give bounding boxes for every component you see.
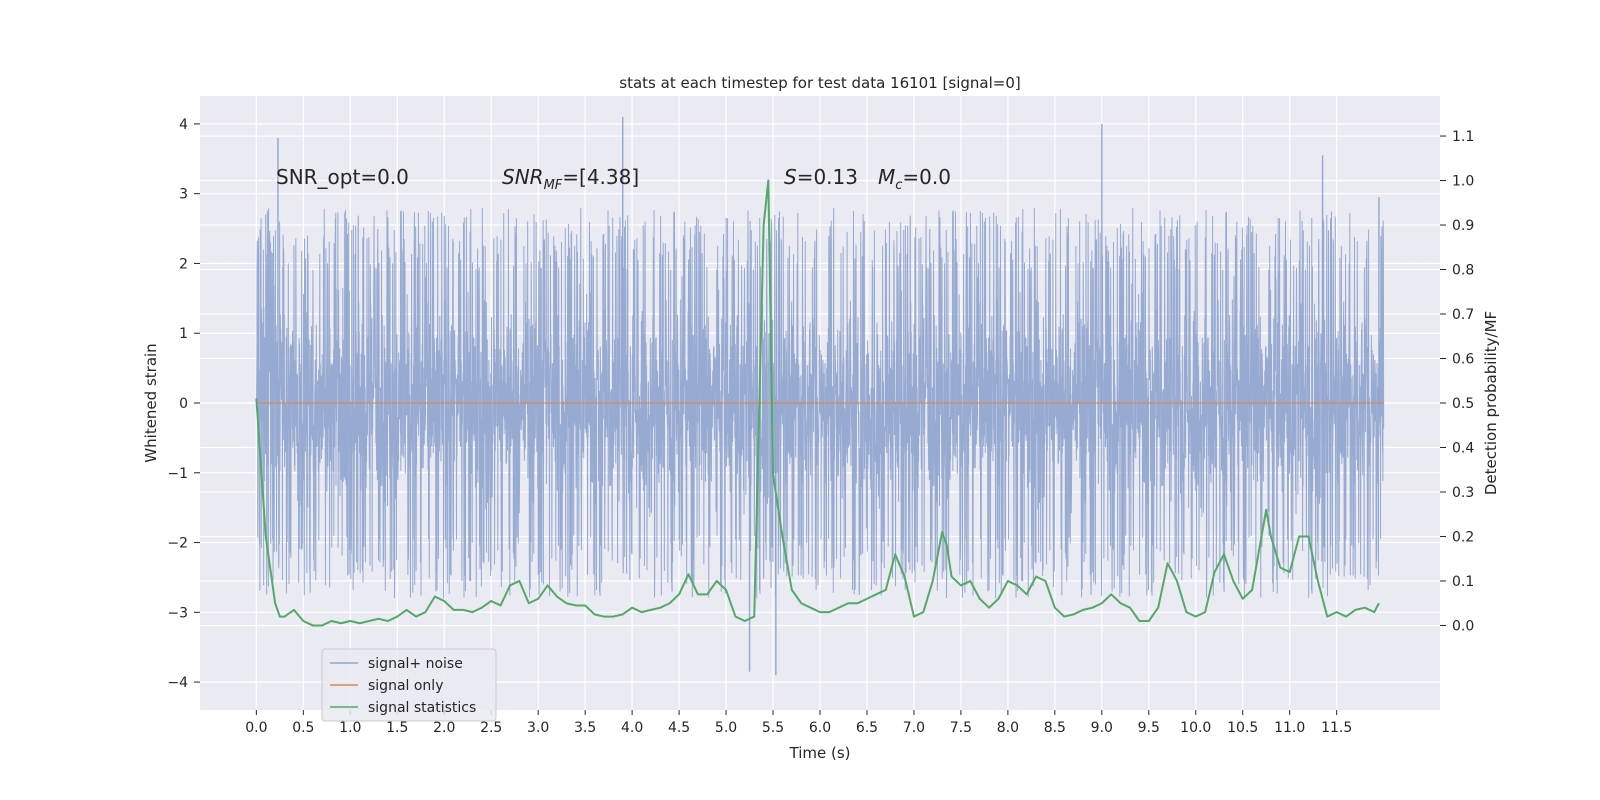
signal-noise-series <box>255 116 1385 676</box>
annotation-mc-subscript: c <box>895 178 902 193</box>
x-tick-label: 7.5 <box>950 720 972 736</box>
chart-title: stats at each timestep for test data 161… <box>619 74 1020 92</box>
x-tick-label: 11.0 <box>1274 720 1305 736</box>
x-tick-label: 4.5 <box>668 720 690 736</box>
annotation-s: S=0.13 <box>784 165 858 189</box>
y-right-axis-ticks: 0.0 0.1 0.2 0.3 0.4 0.5 0.6 0.7 0.8 0.9 1.0 1.1 <box>1440 129 1474 634</box>
y-right-axis-label: Detection probability/MF <box>1482 311 1500 495</box>
legend: signal+ noise signal only signal statist… <box>321 648 497 722</box>
signal-statistics-series <box>255 179 1380 627</box>
x-tick-label: 1.5 <box>386 720 408 736</box>
annotation-mc-value: =0.0 <box>902 165 951 189</box>
legend-box <box>321 648 497 722</box>
y-left-tick-label: −1 <box>167 466 188 482</box>
y-right-tick-label: 0.7 <box>1452 307 1474 323</box>
y-right-tick-label: 0.6 <box>1452 352 1474 368</box>
x-tick-label: 10.0 <box>1180 720 1211 736</box>
x-tick-label: 9.5 <box>1138 720 1160 736</box>
x-tick-label: 0.0 <box>245 720 267 736</box>
annotation-snr-mf-subscript: MF <box>544 178 563 193</box>
x-tick-label: 8.5 <box>1044 720 1066 736</box>
y-right-tick-label: 0.1 <box>1452 574 1474 590</box>
x-tick-label: 7.0 <box>903 720 925 736</box>
x-tick-label: 5.0 <box>715 720 737 736</box>
legend-label-signal-statistics: signal statistics <box>368 700 476 716</box>
y-right-tick-label: 0.2 <box>1452 529 1474 545</box>
y-left-tick-label: 2 <box>179 256 188 272</box>
x-tick-label: 9.0 <box>1091 720 1113 736</box>
x-tick-label: 3.0 <box>527 720 549 736</box>
x-tick-label: 2.0 <box>433 720 455 736</box>
annotation-snr-opt: SNR_opt=0.0 <box>276 165 409 189</box>
x-tick-label: 11.5 <box>1321 720 1352 736</box>
y-left-tick-label: 3 <box>179 187 188 203</box>
x-tick-label: 6.0 <box>809 720 831 736</box>
x-tick-label: 6.5 <box>856 720 878 736</box>
y-left-tick-label: −4 <box>167 675 188 691</box>
signal-noise-line <box>255 207 1385 599</box>
x-tick-label: 8.0 <box>997 720 1019 736</box>
annotation-snr-mf: SNRMF=[4.38] <box>502 165 639 193</box>
y-left-tick-label: −3 <box>167 605 188 621</box>
x-tick-label: 5.5 <box>762 720 784 736</box>
legend-label-signal-noise: signal+ noise <box>368 656 463 672</box>
legend-label-signal-only: signal only <box>368 678 443 694</box>
x-axis-ticks: 0.0 0.5 1.0 1.5 2.0 2.5 3.0 3.5 4.0 4.5 5.0 5.5 6.0 6… <box>245 710 1352 736</box>
y-right-tick-label: 0.0 <box>1452 618 1474 634</box>
x-axis-label: Time (s) <box>789 744 851 762</box>
x-tick-label: 4.0 <box>621 720 643 736</box>
x-tick-label: 0.5 <box>292 720 314 736</box>
y-right-tick-label: 1.0 <box>1452 174 1474 190</box>
y-left-tick-label: 1 <box>179 326 188 342</box>
annotation-s-value: =0.13 <box>797 165 858 189</box>
annotation-snr-mf-value: =[4.38] <box>562 165 639 189</box>
annotation-snr-mf-base: SNR <box>502 165 544 189</box>
y-right-tick-label: 1.1 <box>1452 129 1474 145</box>
y-right-tick-label: 0.9 <box>1452 218 1474 234</box>
y-left-axis-ticks: −4 −3 −2 −1 0 1 2 3 4 <box>167 117 200 691</box>
annotation-mc: Mc=0.0 <box>878 165 951 193</box>
annotation-s-var: S <box>784 165 797 189</box>
y-left-tick-label: 0 <box>179 396 188 412</box>
y-left-tick-label: −2 <box>167 536 188 552</box>
signal-statistics-line <box>255 179 1380 627</box>
y-right-tick-label: 0.8 <box>1452 263 1474 279</box>
y-left-axis-label: Whitened strain <box>142 343 160 462</box>
x-tick-label: 10.5 <box>1227 720 1258 736</box>
y-left-tick-label: 4 <box>179 117 188 133</box>
x-tick-label: 1.0 <box>339 720 361 736</box>
y-right-tick-label: 0.5 <box>1452 396 1474 412</box>
annotation-mc-var: M <box>878 165 895 189</box>
y-right-tick-label: 0.3 <box>1452 485 1474 501</box>
y-right-tick-label: 0.4 <box>1452 440 1474 456</box>
x-tick-label: 3.5 <box>574 720 596 736</box>
x-tick-label: 2.5 <box>480 720 502 736</box>
